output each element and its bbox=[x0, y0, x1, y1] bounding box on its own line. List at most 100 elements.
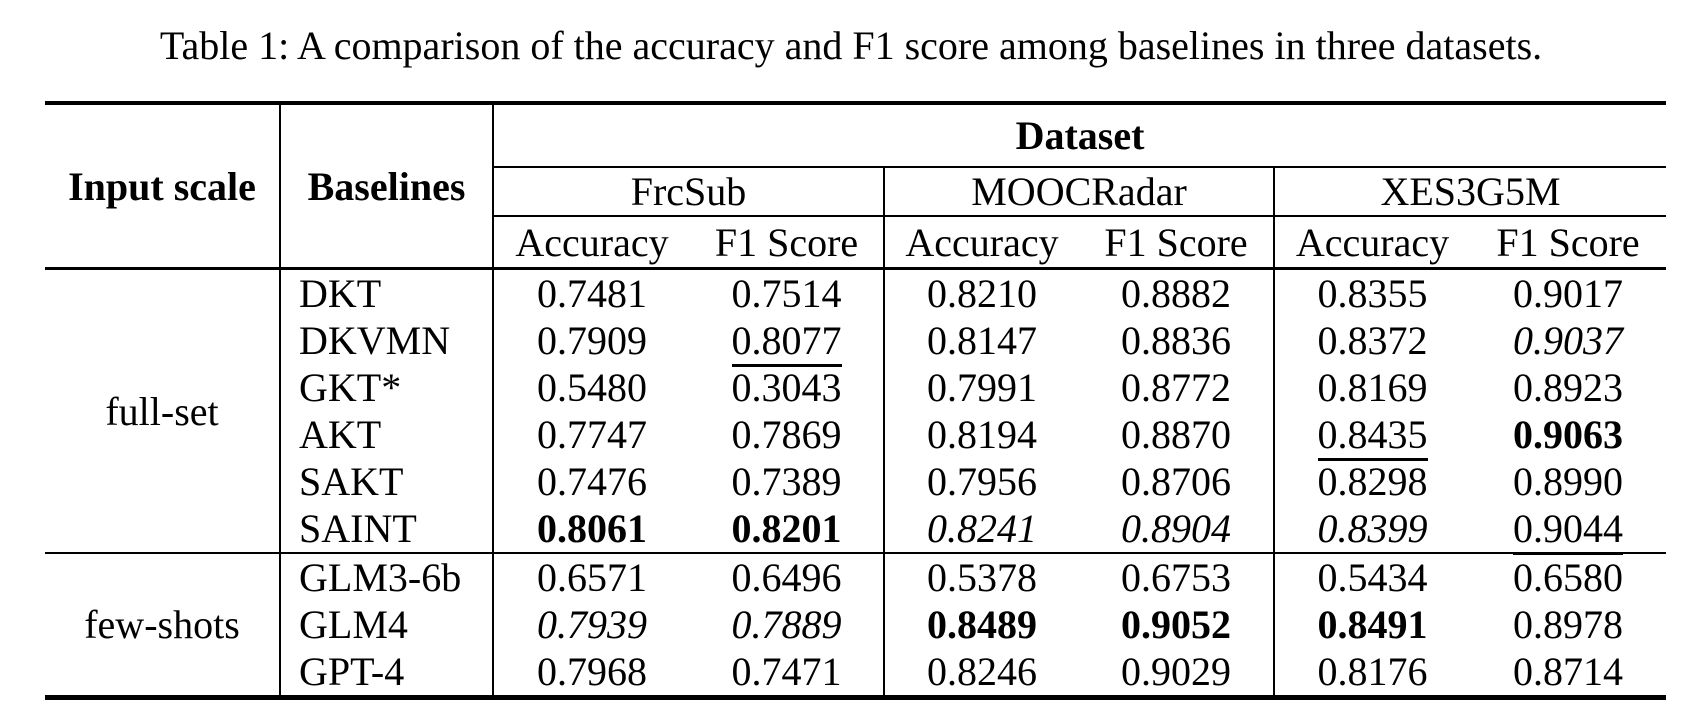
value-cell: 0.7389 bbox=[690, 458, 885, 505]
table-row: AKT 0.7747 0.7869 0.8194 0.8870 0.8435 0… bbox=[45, 411, 1666, 461]
value-cell: 0.9029 bbox=[1079, 648, 1275, 698]
baseline-cell: SAINT bbox=[280, 505, 494, 553]
value-text: 0.5378 bbox=[927, 555, 1037, 600]
value-cell: 0.8772 bbox=[1079, 364, 1275, 411]
value-cell: 0.6496 bbox=[690, 552, 885, 601]
value-cell: 0.6753 bbox=[1079, 552, 1275, 601]
table-row: SAKT 0.7476 0.7389 0.7956 0.8706 0.8298 … bbox=[45, 458, 1666, 505]
value-cell: 0.8194 bbox=[884, 411, 1079, 458]
value-text: 0.8246 bbox=[927, 649, 1037, 698]
value-cell: 0.7747 bbox=[493, 411, 690, 458]
baseline-cell: DKVMN bbox=[280, 317, 494, 364]
col-header-xes3g5m-f1: F1 Score bbox=[1496, 219, 1640, 265]
value-cell: 0.8061 bbox=[493, 505, 690, 553]
value-text: 0.7389 bbox=[731, 459, 842, 504]
value-text: 0.6580 bbox=[1513, 555, 1623, 600]
value-text: 0.8435 bbox=[1317, 412, 1428, 461]
value-text: 0.8870 bbox=[1121, 412, 1231, 457]
value-text: 0.8772 bbox=[1121, 365, 1231, 410]
value-cell: 0.8372 bbox=[1274, 317, 1470, 364]
col-header-dataset: Dataset bbox=[493, 103, 1667, 168]
value-text: 0.6571 bbox=[537, 555, 647, 600]
baseline-cell: GLM4 bbox=[280, 601, 494, 648]
value-cell: 0.6571 bbox=[493, 552, 690, 601]
value-cell: 0.5378 bbox=[884, 552, 1079, 601]
value-text: 0.7471 bbox=[731, 649, 842, 694]
col-header-xes3g5m-accuracy: Accuracy bbox=[1295, 219, 1450, 265]
value-cell: 0.8923 bbox=[1470, 364, 1666, 411]
value-cell: 0.8355 bbox=[1274, 267, 1470, 317]
value-text: 0.8355 bbox=[1317, 271, 1428, 316]
value-cell: 0.8246 bbox=[884, 648, 1079, 698]
header-row-metrics: Accuracy F1 Score Accuracy F1 Score Accu… bbox=[45, 216, 1666, 269]
header-row-datasets: FrcSub MOOCRadar XES3G5M bbox=[45, 167, 1667, 217]
value-text: 0.7991 bbox=[927, 365, 1037, 410]
value-cell: 0.7939 bbox=[493, 601, 690, 648]
group-label-few-shots: few-shots bbox=[45, 552, 281, 698]
value-text: 0.6496 bbox=[731, 555, 842, 600]
value-cell: 0.7968 bbox=[493, 648, 690, 698]
value-cell: 0.8870 bbox=[1079, 411, 1275, 458]
value-cell: 0.5480 bbox=[493, 364, 690, 411]
value-cell: 0.8990 bbox=[1470, 458, 1666, 505]
col-header-moocradar: MOOCRadar bbox=[884, 167, 1275, 217]
value-text: 0.8399 bbox=[1317, 506, 1428, 551]
value-text: 0.7889 bbox=[731, 602, 842, 647]
value-cell: 0.7889 bbox=[690, 601, 885, 648]
value-text: 0.8923 bbox=[1513, 365, 1623, 410]
value-text: 0.7956 bbox=[927, 459, 1037, 504]
value-text: 0.8077 bbox=[731, 318, 842, 367]
value-text: 0.8147 bbox=[927, 318, 1037, 363]
value-cell: 0.6580 bbox=[1470, 552, 1667, 601]
value-cell: 0.9063 bbox=[1470, 411, 1666, 458]
value-text: 0.9063 bbox=[1513, 412, 1623, 457]
value-cell: 0.7869 bbox=[690, 411, 885, 458]
value-cell: 0.9017 bbox=[1470, 267, 1667, 317]
table-row: full-set DKT 0.7481 0.7514 0.8210 0.8882… bbox=[45, 267, 1667, 553]
value-text: 0.8372 bbox=[1317, 318, 1428, 363]
value-text: 0.8990 bbox=[1513, 459, 1623, 504]
baseline-cell: AKT bbox=[280, 411, 494, 458]
value-text: 0.8489 bbox=[927, 602, 1037, 647]
value-text: 0.8210 bbox=[927, 271, 1037, 316]
value-cell: 0.8489 bbox=[884, 601, 1079, 648]
col-header-frcsub-accuracy: Accuracy bbox=[515, 219, 669, 265]
value-text: 0.9029 bbox=[1121, 649, 1231, 698]
table-row: DKVMN 0.7909 0.8077 0.8147 0.8836 0.8372… bbox=[45, 317, 1666, 367]
results-table: Input scale Baselines Dataset FrcSub MOO… bbox=[45, 101, 1667, 700]
baseline-cell: GLM3-6b bbox=[280, 552, 494, 601]
value-cell: 0.7514 bbox=[690, 267, 885, 317]
table-caption: Table 1: A comparison of the accuracy an… bbox=[159, 23, 1543, 68]
value-cell: 0.7909 bbox=[493, 317, 690, 364]
col-header-baselines: Baselines bbox=[280, 103, 494, 269]
col-header-input-scale: Input scale bbox=[45, 103, 281, 269]
value-text: 0.9052 bbox=[1121, 602, 1231, 647]
value-cell: 0.8077 bbox=[690, 317, 885, 367]
value-cell: 0.8210 bbox=[884, 267, 1079, 317]
value-cell: 0.8714 bbox=[1470, 648, 1666, 698]
value-text: 0.7476 bbox=[537, 459, 647, 504]
value-cell: 0.8201 bbox=[690, 505, 885, 553]
value-text: 0.8201 bbox=[731, 506, 842, 551]
baseline-cell: GKT* bbox=[280, 364, 494, 411]
baseline-cell: DKT bbox=[280, 267, 494, 317]
header-row-top: Input scale Baselines Dataset bbox=[45, 103, 1667, 269]
value-text: 0.5480 bbox=[537, 365, 647, 410]
value-text: 0.7747 bbox=[537, 412, 647, 457]
value-cell: 0.7991 bbox=[884, 364, 1079, 411]
value-cell: 0.8904 bbox=[1079, 505, 1275, 553]
col-header-moocradar-f1: F1 Score bbox=[1079, 216, 1275, 269]
value-cell: 0.8435 bbox=[1274, 411, 1470, 461]
value-cell: 0.8169 bbox=[1274, 364, 1470, 411]
value-text: 0.9017 bbox=[1513, 271, 1623, 316]
value-text: 0.8241 bbox=[927, 506, 1037, 551]
value-text: 0.8882 bbox=[1121, 271, 1231, 316]
value-cell: 0.8176 bbox=[1274, 648, 1470, 698]
value-cell: 0.8147 bbox=[884, 317, 1079, 364]
value-cell: 0.5434 bbox=[1274, 552, 1470, 601]
value-text: 0.8061 bbox=[537, 506, 647, 551]
value-cell: 0.8491 bbox=[1274, 601, 1470, 648]
baseline-cell: SAKT bbox=[280, 458, 494, 505]
value-text: 0.8194 bbox=[927, 412, 1037, 457]
value-text: 0.8706 bbox=[1121, 459, 1231, 504]
